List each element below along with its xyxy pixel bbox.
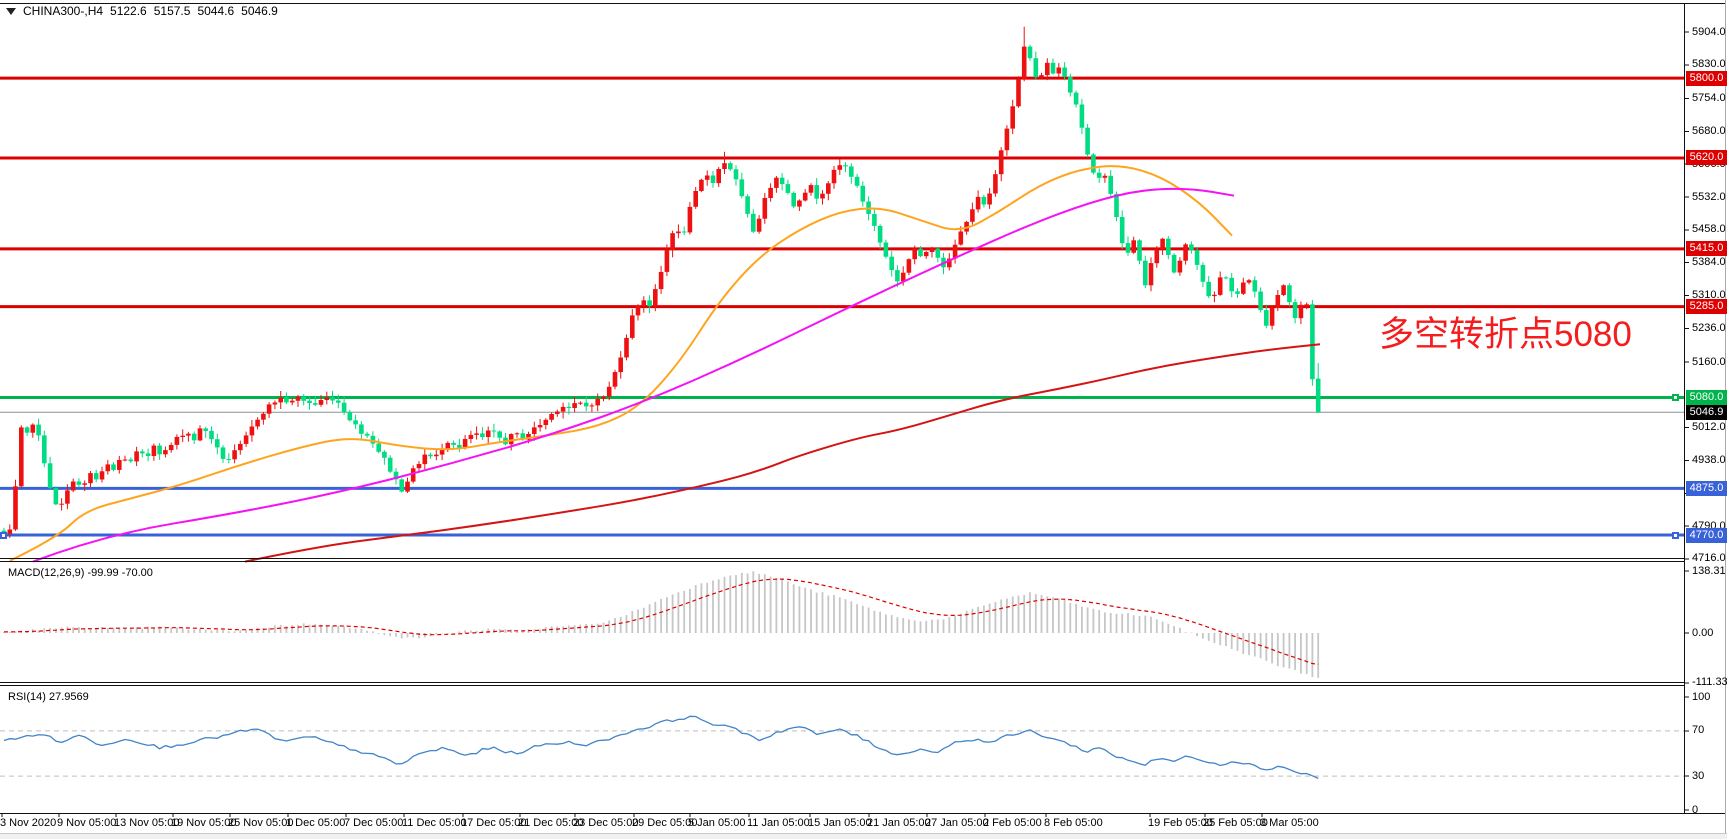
x-axis-date-label: 25 Feb 05:00 [1203, 817, 1268, 829]
hline-drag-handle[interactable] [1672, 394, 1679, 401]
moving-averages [9, 165, 1321, 563]
x-axis-date-label: 21 Dec 05:00 [518, 817, 584, 829]
x-axis-date-label: 25 Nov 05:00 [228, 817, 294, 829]
symbol-timeframe-label: CHINA300-,H4 [23, 4, 104, 18]
x-axis-date-label: 17 Dec 05:00 [461, 817, 527, 829]
x-axis-date-label: 5 Jan 05:00 [688, 817, 746, 829]
x-axis-date-label: 11 Dec 05:00 [402, 817, 467, 829]
x-axis-date-label: 3 Nov 2020 [0, 817, 57, 829]
y-axis-tick-label: 5680.0 [1692, 124, 1726, 137]
y-axis-tick-label: 5012.0 [1692, 421, 1726, 434]
x-axis-date-label: 2 Feb 05:00 [983, 817, 1042, 829]
price-level-badge: 5080.0 [1686, 390, 1727, 405]
x-axis-date-label: 9 Nov 05:00 [57, 817, 117, 829]
price-level-badge: 5620.0 [1686, 150, 1727, 166]
x-axis-date-label: 15 Jan 05:00 [808, 817, 872, 829]
chart-header: CHINA300-,H4 5122.6 5157.5 5044.6 5046.9 [6, 4, 285, 18]
candlesticks[interactable] [1, 26, 1321, 539]
macd-histogram [3, 571, 1320, 678]
x-axis-date-label: 11 Jan 05:00 [747, 817, 810, 829]
y-axis-tick-label: 5236.0 [1692, 321, 1726, 334]
macd-scale-label: -111.33 [1692, 676, 1727, 689]
price-level-badge: 5800.0 [1686, 70, 1727, 86]
rsi-indicator-label: RSI(14) 27.9569 [8, 691, 89, 703]
macd-signal-line [4, 578, 1319, 665]
price-level-badge: 5415.0 [1686, 241, 1727, 257]
x-axis-date-label: 19 Feb 05:00 [1148, 817, 1213, 829]
ohlc-open: 5122.6 [110, 4, 147, 18]
y-axis-tick-label: 4716.0 [1692, 552, 1726, 565]
macd-indicator-label: MACD(12,26,9) -99.99 -70.00 [8, 567, 153, 579]
rsi-scale-label: 100 [1692, 690, 1711, 703]
bottom-status-strip [0, 833, 1727, 839]
x-axis-date-label: 8 Feb 05:00 [1044, 817, 1103, 829]
axis-tick-marks [1, 31, 1689, 817]
price-level-badge: 4770.0 [1686, 527, 1727, 543]
ma-slow-line [244, 343, 1321, 563]
ma-fast-line [9, 165, 1233, 562]
y-axis-tick-label: 5310.0 [1692, 288, 1726, 301]
horizontal-level-lines [0, 76, 1684, 537]
y-axis-tick-label: 5160.0 [1692, 355, 1726, 368]
y-axis-tick-label: 5754.0 [1692, 92, 1726, 105]
hline-drag-handle[interactable] [0, 531, 7, 539]
y-axis-tick-label: 5904.0 [1692, 25, 1726, 38]
y-axis-tick-label: 5532.0 [1692, 190, 1726, 203]
y-axis-tick-label: 5384.0 [1692, 256, 1726, 269]
rsi-scale-label: 30 [1692, 769, 1705, 782]
x-axis-date-label: 21 Jan 05:00 [867, 817, 931, 829]
rsi-line [3, 715, 1319, 779]
rsi-scale-label: 70 [1692, 724, 1705, 737]
rsi-scale-label: 0 [1692, 803, 1699, 816]
x-axis-date-label: 7 Dec 05:00 [344, 817, 404, 829]
pivot-annotation-text[interactable]: 多空转折点5080 [1379, 315, 1632, 354]
x-axis-date-label: 19 Nov 05:00 [171, 817, 237, 829]
x-axis-date-label: 23 Dec 05:00 [573, 817, 639, 829]
current-price-badge: 5046.9 [1686, 404, 1727, 420]
ohlc-close: 5046.9 [241, 4, 278, 18]
ma-medium-line [32, 187, 1235, 563]
price-level-badge: 5285.0 [1686, 299, 1727, 315]
macd-scale-label: 0.00 [1692, 626, 1714, 639]
hline-drag-handle[interactable] [1672, 531, 1679, 539]
ohlc-low: 5044.6 [197, 4, 235, 18]
rsi-guide-lines [0, 730, 1684, 777]
symbol-dropdown-icon [6, 8, 16, 15]
x-axis-date-label: 1 Dec 05:00 [286, 817, 346, 829]
ohlc-high: 5157.5 [153, 4, 191, 18]
y-axis-tick-label: 4938.0 [1692, 453, 1726, 466]
x-axis-date-label: 27 Jan 05:00 [925, 817, 989, 829]
y-axis-tick-label: 5458.0 [1692, 223, 1726, 236]
x-axis-date-label: 13 Nov 05:00 [114, 817, 180, 829]
macd-scale-label: 138.31 [1692, 564, 1726, 577]
x-axis-date-label: 29 Dec 05:00 [632, 817, 698, 829]
y-axis-tick-label: 5830.0 [1692, 58, 1726, 71]
price-level-badge: 4875.0 [1686, 480, 1727, 496]
x-axis-date-label: 3 Mar 05:00 [1260, 817, 1319, 829]
